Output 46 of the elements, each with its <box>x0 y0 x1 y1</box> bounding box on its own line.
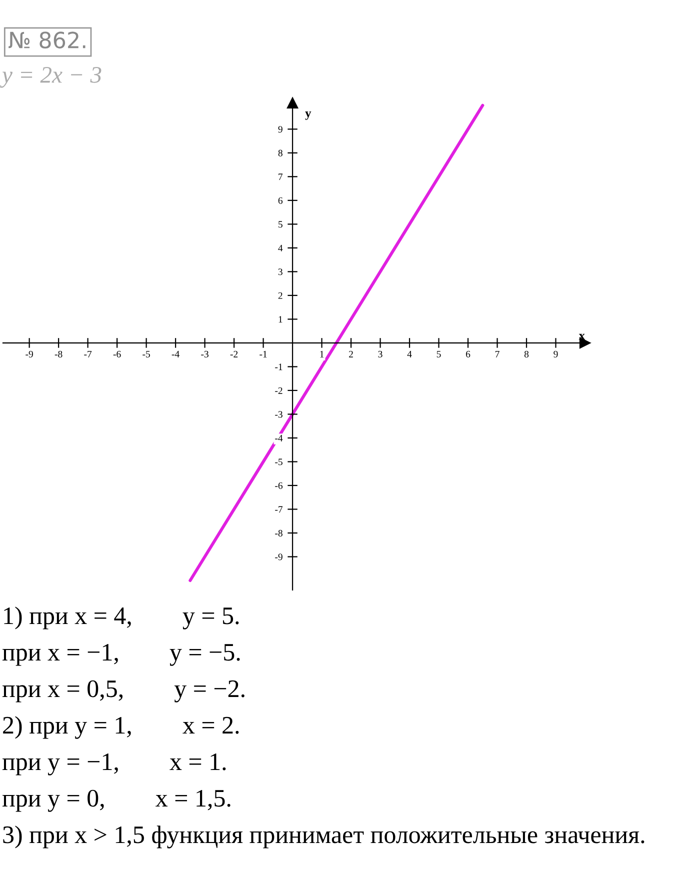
x-tick-label: 3 <box>378 350 382 358</box>
x-tick-label: -9 <box>26 350 33 358</box>
text: при y = −1, x = 1. <box>2 753 226 776</box>
y-tick-label: 7 <box>278 174 283 180</box>
x-tick-label: -3 <box>201 350 208 358</box>
x-tick-label: 2 <box>349 350 353 358</box>
text: 2) при y = 1, x = 2. <box>3 716 239 739</box>
x-tick-label: -8 <box>54 350 62 358</box>
x-tick-label: 9 <box>554 350 558 358</box>
x-tick-label: 5 <box>436 350 441 358</box>
y-tick-label: -5 <box>275 458 282 466</box>
y-tick-label: 3 <box>278 268 282 276</box>
x-tick-label: -7 <box>84 350 92 358</box>
y-tick-label: -9 <box>275 554 282 560</box>
y-tick-label: -2 <box>275 387 282 394</box>
text: при x = 0,5, y = −2. <box>2 680 244 702</box>
y-axis-title: y <box>305 111 312 120</box>
chart-title: № 862. <box>8 32 86 48</box>
x-tick-label: -4 <box>172 350 180 358</box>
y-tick-label: 1 <box>278 316 282 323</box>
y-tick-label: 6 <box>278 197 283 204</box>
text: 1) при x = 4, y = 5. <box>4 606 239 630</box>
y-tick-label: -8 <box>275 530 282 536</box>
x-tick-label: 8 <box>524 350 529 358</box>
y-tick-label: -4 <box>275 434 283 442</box>
x-tick-label: 6 <box>466 350 470 358</box>
y-tick-label: 4 <box>278 244 283 252</box>
text: 3) при x > 1,5 функция принимает положительные значения. <box>3 826 644 848</box>
x-tick-label: -1 <box>260 350 267 358</box>
y-tick-label: 5 <box>278 221 282 228</box>
x-tick-label: -5 <box>142 350 150 358</box>
x-tick-label: 4 <box>407 350 412 358</box>
x-tick-label: -6 <box>113 350 121 358</box>
y-tick-label: -1 <box>275 364 282 370</box>
x-tick-label: 1 <box>320 350 324 358</box>
chart-subtitle: y = 2x − 3 <box>0 66 102 88</box>
y-tick-label: -3 <box>275 411 282 418</box>
y-tick-label: 9 <box>278 126 282 133</box>
text: при y = 0, x = 1,5. <box>2 790 230 812</box>
y-tick-label: 8 <box>278 150 282 156</box>
y-tick-label: 2 <box>278 292 282 299</box>
y-tick-label: -6 <box>275 482 283 489</box>
x-tick-label: 7 <box>495 350 500 358</box>
text: при x = −1, y = −5. <box>2 644 240 666</box>
x-tick-label: -2 <box>230 350 238 358</box>
y-tick-label: -7 <box>275 506 283 513</box>
